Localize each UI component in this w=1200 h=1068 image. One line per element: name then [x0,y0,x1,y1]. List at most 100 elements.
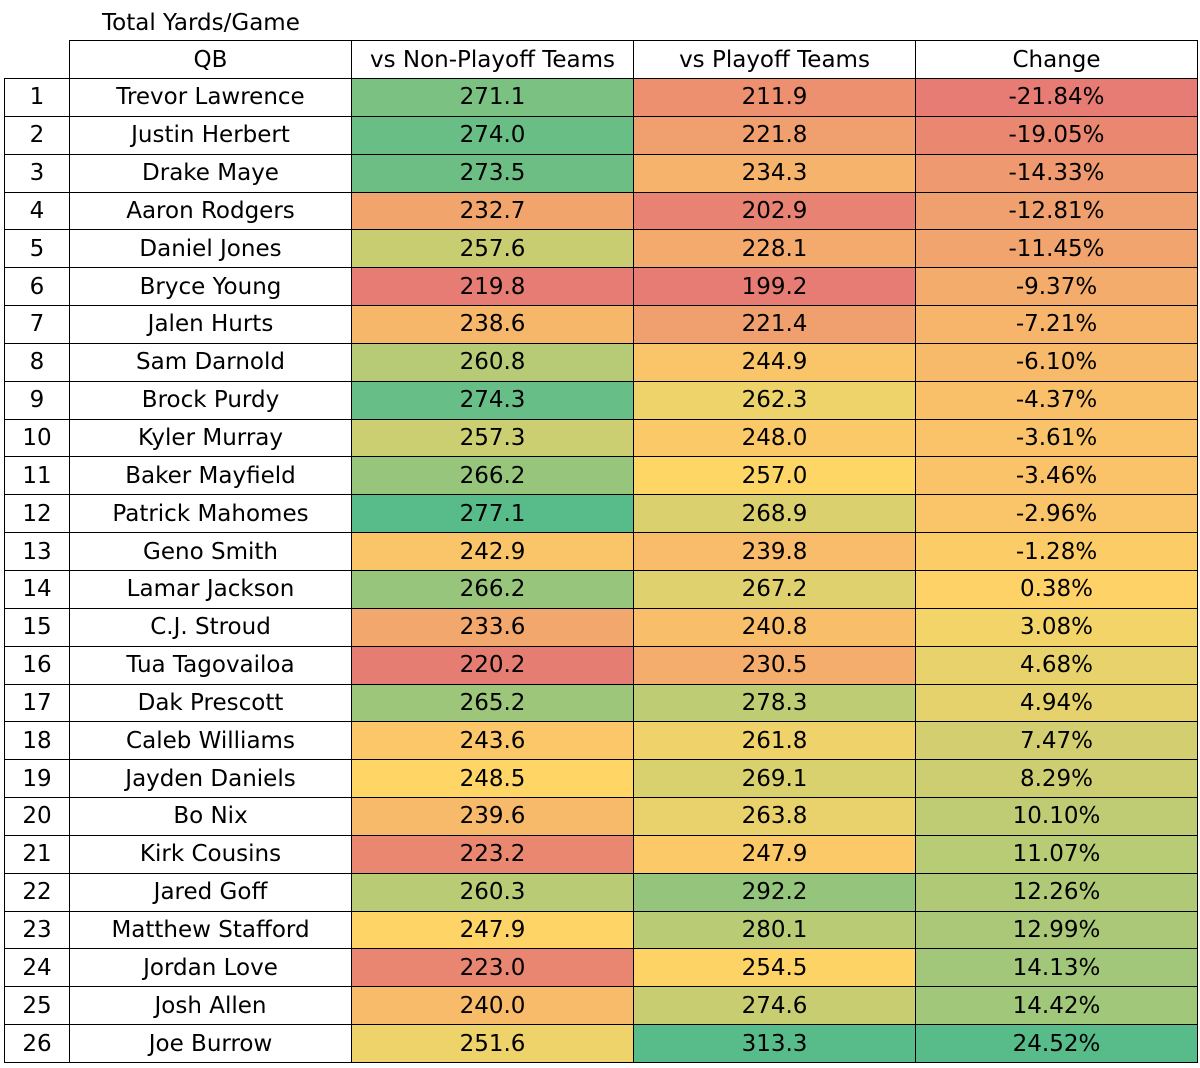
table-row: 23 Matthew Stafford 247.9 280.1 12.99% [4,910,1198,950]
playoff-yards-cell: 263.8 [633,797,916,836]
rank-cell: 24 [4,948,70,988]
non-playoff-yards-cell: 232.7 [351,191,634,231]
table-title: Total Yards/Game [102,10,300,36]
change-cell: -1.28% [915,532,1198,571]
table-row: 5 Daniel Jones 257.6 228.1 -11.45% [4,229,1198,269]
rank-cell: 1 [4,78,70,117]
qb-name-cell: Bo Nix [69,797,352,836]
rank-cell: 10 [4,418,70,458]
qb-name-cell: Josh Allen [69,986,352,1026]
change-cell: -6.10% [915,342,1198,382]
qb-yards-table: QB vs Non-Playoff Teams vs Playoff Teams… [4,40,1198,1063]
rank-cell: 13 [4,532,70,571]
playoff-yards-cell: 292.2 [633,872,916,912]
playoff-yards-cell: 247.9 [633,834,916,874]
rank-cell: 8 [4,342,70,382]
playoff-yards-cell: 262.3 [633,380,916,420]
non-playoff-yards-cell: 242.9 [351,532,634,571]
rank-cell: 4 [4,191,70,231]
table-row: 15 C.J. Stroud 233.6 240.8 3.08% [4,607,1198,647]
qb-name-cell: Jalen Hurts [69,305,352,344]
playoff-yards-cell: 248.0 [633,418,916,458]
header-change: Change [915,40,1198,79]
qb-name-cell: Jayden Daniels [69,759,352,799]
table-row: 20 Bo Nix 239.6 263.8 10.10% [4,797,1198,836]
playoff-yards-cell: 234.3 [633,153,916,193]
non-playoff-yards-cell: 247.9 [351,910,634,950]
rank-cell: 23 [4,910,70,950]
table-row: 11 Baker Mayfield 266.2 257.0 -3.46% [4,456,1198,496]
header-playoff: vs Playoff Teams [633,40,916,79]
table-row: 21 Kirk Cousins 223.2 247.9 11.07% [4,834,1198,874]
change-cell: -2.96% [915,494,1198,534]
table-row: 12 Patrick Mahomes 277.1 268.9 -2.96% [4,494,1198,534]
change-cell: -19.05% [915,115,1198,155]
non-playoff-yards-cell: 260.8 [351,342,634,382]
playoff-yards-cell: 244.9 [633,342,916,382]
rank-cell: 2 [4,115,70,155]
table-row: 14 Lamar Jackson 266.2 267.2 0.38% [4,569,1198,609]
rank-cell: 9 [4,380,70,420]
qb-name-cell: Bryce Young [69,267,352,307]
change-cell: -9.37% [915,267,1198,307]
qb-name-cell: Matthew Stafford [69,910,352,950]
non-playoff-yards-cell: 277.1 [351,494,634,534]
playoff-yards-cell: 221.4 [633,305,916,344]
rank-cell: 7 [4,305,70,344]
change-cell: -4.37% [915,380,1198,420]
change-cell: -3.46% [915,456,1198,496]
qb-name-cell: Trevor Lawrence [69,78,352,117]
qb-name-cell: Patrick Mahomes [69,494,352,534]
rank-cell: 3 [4,153,70,193]
playoff-yards-cell: 202.9 [633,191,916,231]
table-row: 10 Kyler Murray 257.3 248.0 -3.61% [4,418,1198,458]
playoff-yards-cell: 221.8 [633,115,916,155]
table-body: 1 Trevor Lawrence 271.1 211.9 -21.84% 2 Justin… [4,78,1198,1063]
change-cell: 8.29% [915,759,1198,799]
rank-cell: 11 [4,456,70,496]
table-row: 16 Tua Tagovailoa 220.2 230.5 4.68% [4,645,1198,685]
playoff-yards-cell: 239.8 [633,532,916,571]
change-cell: 14.13% [915,948,1198,988]
qb-name-cell: Kyler Murray [69,418,352,458]
playoff-yards-cell: 261.8 [633,721,916,761]
qb-name-cell: Kirk Cousins [69,834,352,874]
change-cell: 11.07% [915,834,1198,874]
non-playoff-yards-cell: 239.6 [351,797,634,836]
non-playoff-yards-cell: 257.6 [351,229,634,269]
qb-name-cell: Joe Burrow [69,1024,352,1063]
rank-cell: 6 [4,267,70,307]
non-playoff-yards-cell: 260.3 [351,872,634,912]
qb-name-cell: Aaron Rodgers [69,191,352,231]
non-playoff-yards-cell: 243.6 [351,721,634,761]
non-playoff-yards-cell: 248.5 [351,759,634,799]
playoff-yards-cell: 280.1 [633,910,916,950]
non-playoff-yards-cell: 266.2 [351,456,634,496]
qb-name-cell: Dak Prescott [69,683,352,723]
qb-name-cell: Justin Herbert [69,115,352,155]
header-qb: QB [69,40,352,79]
playoff-yards-cell: 313.3 [633,1024,916,1063]
non-playoff-yards-cell: 219.8 [351,267,634,307]
table-row: 25 Josh Allen 240.0 274.6 14.42% [4,986,1198,1026]
playoff-yards-cell: 230.5 [633,645,916,685]
non-playoff-yards-cell: 265.2 [351,683,634,723]
change-cell: 0.38% [915,569,1198,609]
playoff-yards-cell: 257.0 [633,456,916,496]
playoff-yards-cell: 211.9 [633,78,916,117]
non-playoff-yards-cell: 271.1 [351,78,634,117]
qb-name-cell: Caleb Williams [69,721,352,761]
qb-name-cell: Brock Purdy [69,380,352,420]
playoff-yards-cell: 269.1 [633,759,916,799]
rank-cell: 14 [4,569,70,609]
playoff-yards-cell: 240.8 [633,607,916,647]
change-cell: -11.45% [915,229,1198,269]
table-row: 9 Brock Purdy 274.3 262.3 -4.37% [4,380,1198,420]
rank-cell: 20 [4,797,70,836]
non-playoff-yards-cell: 223.0 [351,948,634,988]
table-row: 8 Sam Darnold 260.8 244.9 -6.10% [4,342,1198,382]
change-cell: 12.99% [915,910,1198,950]
rank-cell: 21 [4,834,70,874]
qb-name-cell: Jared Goff [69,872,352,912]
non-playoff-yards-cell: 223.2 [351,834,634,874]
